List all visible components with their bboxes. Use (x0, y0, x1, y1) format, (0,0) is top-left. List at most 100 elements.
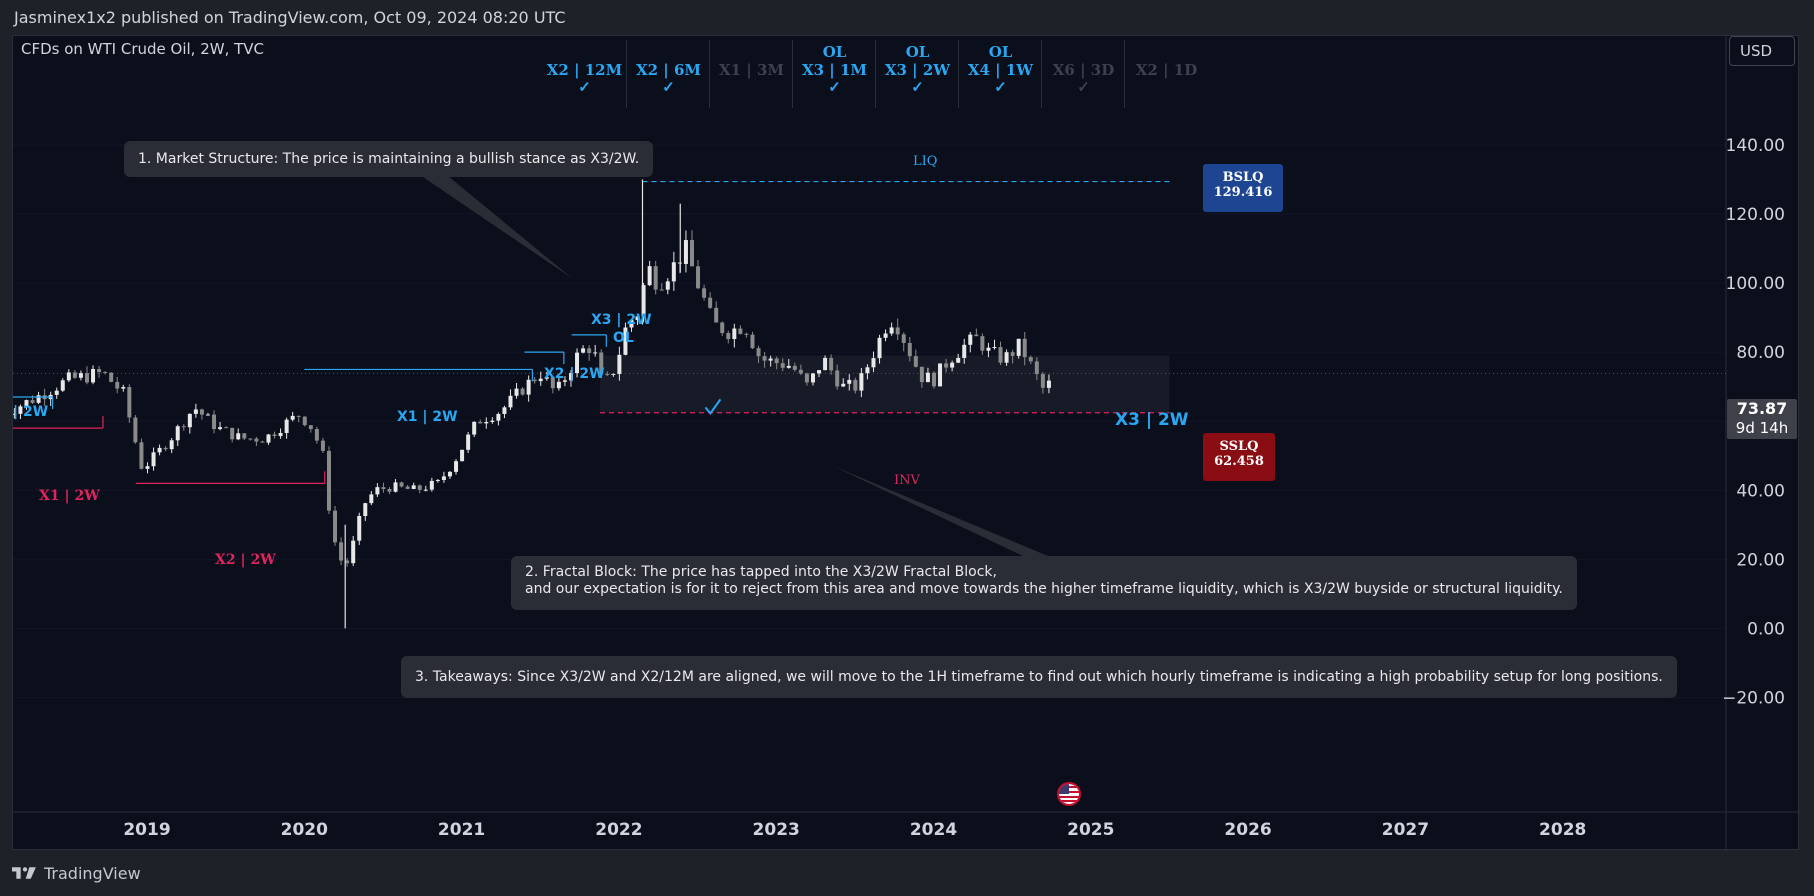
candle-body (127, 387, 132, 418)
candle-body (611, 373, 616, 375)
time-tick-label: 2028 (1539, 820, 1586, 840)
candle-body (792, 365, 797, 370)
price-chart[interactable]: −20.000.0020.0040.0060.0080.00100.00120.… (13, 36, 1800, 851)
callout-fractal-block[interactable]: 2. Fractal Block: The price has tapped i… (511, 556, 1577, 610)
candle-body (1016, 338, 1021, 356)
timeframe-check-icon: ✓ (911, 78, 924, 96)
candle-body (696, 266, 701, 289)
callout-takeaways[interactable]: 3. Takeaways: Since X3/2W and X2/12M are… (401, 656, 1677, 698)
x1-2w-level-label: X1 | 2W (397, 409, 458, 425)
price-tick-label: −20.00 (1722, 688, 1785, 708)
candle-body (103, 372, 108, 374)
price-tick-label: 20.00 (1736, 550, 1785, 570)
candle-body (18, 406, 23, 414)
candle-body (187, 413, 192, 428)
candle-body (629, 320, 634, 328)
candle-body (490, 420, 495, 422)
candle-body (393, 482, 398, 492)
timeframe-item[interactable]: X2 | 12M ✓ (543, 40, 626, 108)
candle-body (333, 510, 338, 543)
timeframe-label: X2 | 1D (1135, 61, 1198, 79)
last-price-value: 73.87 (1736, 399, 1788, 418)
timeframe-ol-label (1042, 44, 1125, 61)
candle-body (980, 336, 985, 351)
candle-body (326, 450, 331, 511)
timeframe-item[interactable]: OL X3 | 1M ✓ (792, 40, 876, 108)
currency-button[interactable]: USD (1729, 36, 1795, 66)
callout-market-structure[interactable]: 1. Market Structure: The price is mainta… (124, 141, 654, 177)
candle-body (169, 440, 174, 450)
candle-body (538, 378, 543, 382)
time-tick-label: 2025 (1067, 820, 1114, 840)
candle-body (895, 327, 900, 335)
chart-panel: −20.000.0020.0040.0060.0080.00100.00120.… (12, 35, 1800, 851)
timeframe-item[interactable]: OL X4 | 1W ✓ (958, 40, 1042, 108)
candle-body (54, 390, 59, 395)
time-scale: 2019 2020 2021 2022 2023 2024 2025 2026 2027 2028 (123, 820, 1586, 840)
candle-body (562, 380, 567, 382)
candle-body (847, 379, 852, 384)
price-tick-label: 120.00 (1726, 205, 1785, 225)
timeframe-item[interactable]: X2 | 6M ✓ (626, 40, 710, 108)
candle-body (774, 358, 779, 364)
candle-body (97, 369, 102, 373)
candle-body (236, 433, 241, 440)
candle-body (181, 426, 186, 428)
last-price-tag: 73.87 9d 14h (1727, 399, 1797, 439)
timeframe-item[interactable]: X1 | 3M (709, 40, 793, 108)
callout-fractal-block-line2: and our expectation is for it to reject … (525, 581, 1563, 597)
bslq-label-box[interactable]: BSLQ 129.416 (1203, 164, 1283, 212)
timeframe-item[interactable]: X2 | 1D (1124, 40, 1208, 108)
time-tick-label: 2023 (753, 820, 800, 840)
fractal-block-zone[interactable] (600, 355, 1170, 413)
sslq-label: SSLQ (1219, 439, 1259, 454)
timeframe-ol-label: OL (822, 43, 847, 61)
candle-body (375, 487, 380, 495)
candle-body (411, 485, 416, 489)
publisher-caption: Jasminex1x2 published on TradingView.com… (14, 8, 566, 27)
time-tick-label: 2027 (1382, 820, 1429, 840)
candle-body (381, 487, 386, 489)
sslq-label-box[interactable]: SSLQ 62.458 (1203, 433, 1275, 481)
candle-body (617, 354, 622, 374)
us-flag-event-icon[interactable] (1057, 782, 1081, 806)
candle-body (254, 438, 259, 442)
inv-label: INV (894, 473, 920, 488)
candle-body (835, 370, 840, 387)
tradingview-logo-icon[interactable] (12, 865, 38, 881)
candle-body (780, 363, 785, 368)
timeframe-item[interactable]: X6 | 3D ✓ (1041, 40, 1125, 108)
callout-tail (373, 143, 573, 279)
candle-body (714, 307, 719, 323)
candle-body (974, 334, 979, 337)
candle-body (605, 373, 610, 375)
tradingview-brand[interactable]: TradingView (44, 863, 141, 883)
zone-check-icon (704, 398, 722, 416)
candle-body (13, 413, 17, 415)
timeframe-ol-label: OL (988, 43, 1013, 61)
candle-body (1046, 380, 1051, 388)
candle-body (121, 387, 126, 389)
price-tick-label: 0.00 (1747, 619, 1785, 639)
candle-body (913, 356, 918, 367)
timeframe-item[interactable]: OL X3 | 2W ✓ (875, 40, 959, 108)
timeframe-check-icon: ✓ (578, 78, 591, 96)
candle-body (829, 357, 834, 371)
candle-body (689, 240, 694, 267)
timeframe-check-icon: ✓ (662, 78, 675, 96)
candle-body (345, 560, 350, 564)
candle-body (314, 429, 319, 441)
candle-body (671, 262, 676, 282)
candle-body (593, 352, 598, 354)
candle-body (720, 322, 725, 334)
callout-market-structure-text: 1. Market Structure: The price is mainta… (138, 151, 640, 167)
candle-body (841, 383, 846, 387)
candle-body (925, 372, 930, 383)
candle-body (363, 503, 368, 516)
candle-body (532, 379, 537, 382)
candle-body (944, 363, 949, 368)
ol-level-label: OL (613, 330, 634, 346)
symbol-title[interactable]: CFDs on WTI Crude Oil, 2W, TVC (21, 40, 265, 58)
candle-body (272, 434, 277, 437)
timeframe-label: X6 | 3D (1052, 61, 1115, 79)
